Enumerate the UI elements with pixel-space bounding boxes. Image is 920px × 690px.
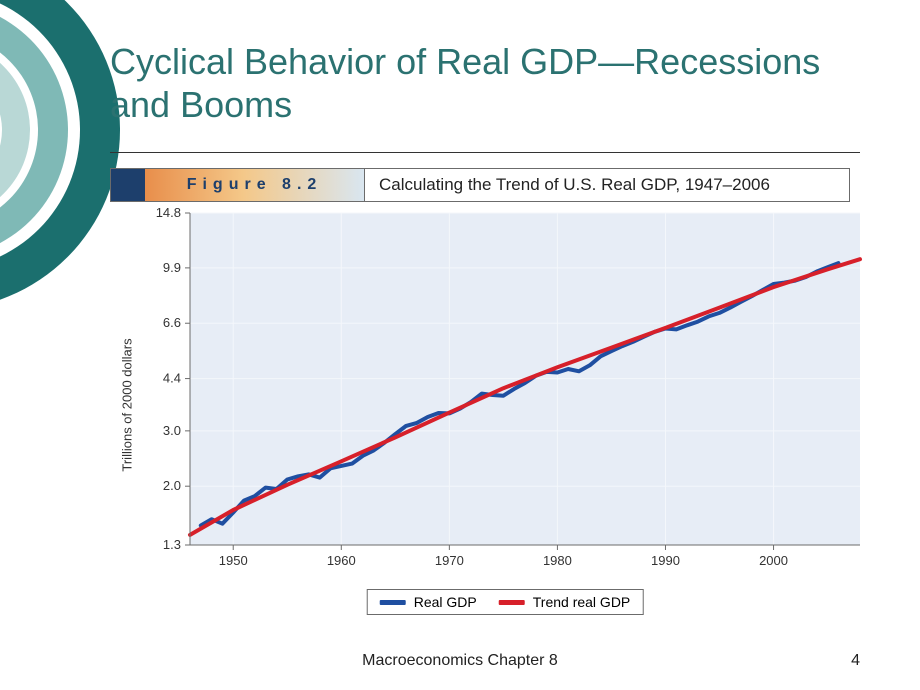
slide: Cyclical Behavior of Real GDP—Recessions… [0,0,920,690]
legend-swatch [380,600,406,605]
svg-text:4.4: 4.4 [163,371,181,386]
svg-text:1980: 1980 [543,553,572,568]
footer-text: Macroeconomics Chapter 8 [0,652,920,670]
svg-text:1970: 1970 [435,553,464,568]
legend-swatch [499,600,525,605]
svg-text:6.6: 6.6 [163,315,181,330]
figure-badge [111,169,145,201]
legend-item: Trend real GDP [499,594,631,610]
chart: Trillions of 2000 dollars 1.32.03.04.46.… [135,205,875,615]
chart-svg: 1.3 2.0 3.0 4.4 6.6 9.9 14.8 1950 1960 1970 1980 19… [135,205,875,615]
legend-label: Real GDP [414,594,477,610]
corner-decoration [0,0,120,360]
figure-header: Figure 8.2 Calculating the Trend of U.S.… [110,168,850,202]
page-number: 4 [851,652,860,670]
svg-text:1960: 1960 [327,553,356,568]
legend-item: Real GDP [380,594,477,610]
svg-text:14.8: 14.8 [156,205,181,220]
y-axis-label: Trillions of 2000 dollars [120,338,135,471]
svg-text:9.9: 9.9 [163,260,181,275]
svg-text:2000: 2000 [759,553,788,568]
svg-text:2.0: 2.0 [163,478,181,493]
figure-title: Calculating the Trend of U.S. Real GDP, … [365,169,849,201]
svg-text:1990: 1990 [651,553,680,568]
legend-label: Trend real GDP [533,594,631,610]
slide-title: Cyclical Behavior of Real GDP—Recessions… [110,40,860,126]
legend: Real GDP Trend real GDP [367,589,644,615]
svg-text:1.3: 1.3 [163,537,181,552]
svg-text:1950: 1950 [219,553,248,568]
title-rule [110,152,860,153]
svg-text:3.0: 3.0 [163,423,181,438]
figure-number: Figure 8.2 [145,169,365,201]
